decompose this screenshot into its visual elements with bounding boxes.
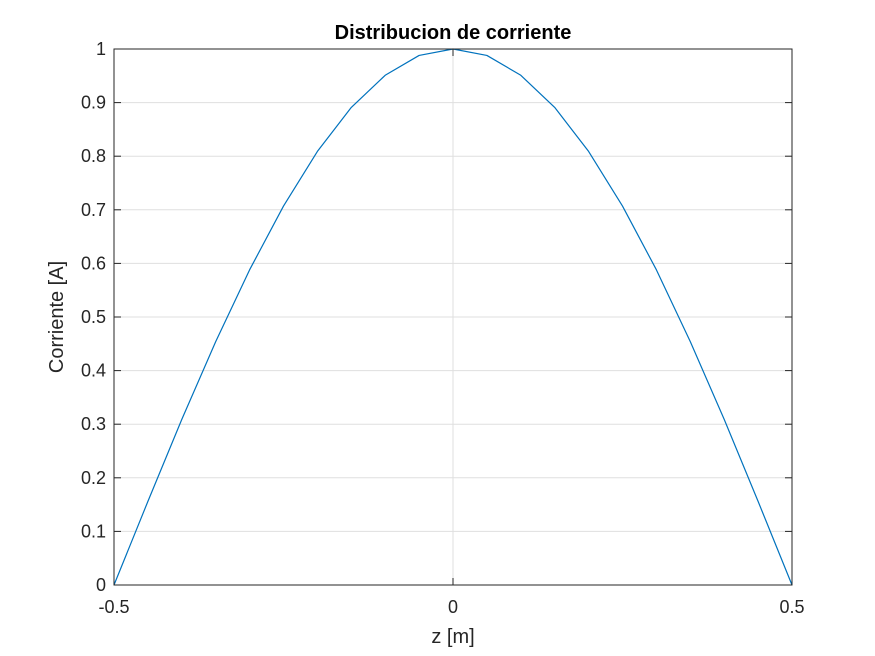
y-tick-label: 1 xyxy=(96,39,106,59)
x-tick-label: -0.5 xyxy=(98,597,129,617)
y-tick-label: 0 xyxy=(96,575,106,595)
y-tick-label: 0.9 xyxy=(81,93,106,113)
y-tick-label: 0.6 xyxy=(81,253,106,273)
x-tick-label: 0.5 xyxy=(779,597,804,617)
x-axis-label: z [m] xyxy=(431,626,474,648)
y-tick-label: 0.5 xyxy=(81,307,106,327)
y-tick-label: 0.8 xyxy=(81,146,106,166)
y-tick-label: 0.1 xyxy=(81,521,106,541)
y-tick-label: 0.7 xyxy=(81,200,106,220)
tick-marks xyxy=(113,48,793,586)
y-axis-label: Corriente [A] xyxy=(46,261,68,373)
x-tick-label: 0 xyxy=(448,597,458,617)
y-tick-label: 0.2 xyxy=(81,468,106,488)
x-tick-labels: -0.5 0 0.5 xyxy=(98,597,804,617)
y-tick-labels: 0 0.1 0.2 0.3 0.4 0.5 0.6 0.7 0.8 0.9 1 xyxy=(81,39,106,595)
y-tick-label: 0.4 xyxy=(81,361,106,381)
chart-title: Distribucion de corriente xyxy=(335,22,572,44)
y-tick-label: 0.3 xyxy=(81,414,106,434)
